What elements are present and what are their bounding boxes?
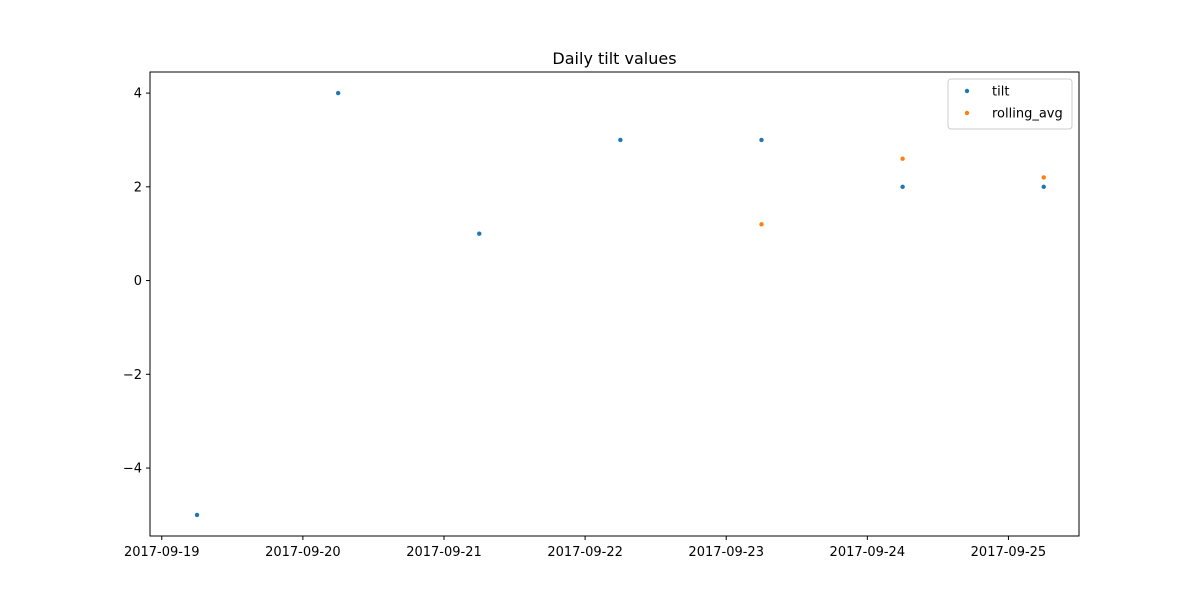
x-tick-label: 2017-09-24 — [830, 545, 906, 560]
data-points — [194, 90, 1046, 518]
x-tick-label: 2017-09-22 — [547, 545, 623, 560]
tick-layer: 2017-09-19 2017-09-20 2017-09-21 2017-09-22… — [123, 87, 1046, 560]
chart-title: Daily tilt values — [552, 49, 676, 68]
legend-label: rolling_avg — [992, 107, 1063, 122]
data-point-rolling-avg — [759, 222, 764, 227]
data-point-tilt — [618, 137, 623, 143]
x-tick-label: 2017-09-23 — [688, 545, 764, 560]
data-point-tilt — [194, 512, 200, 518]
data-point-tilt — [900, 184, 905, 190]
legend-marker — [964, 88, 970, 94]
data-point-tilt — [335, 90, 341, 96]
y-tick-label: −4 — [123, 462, 142, 477]
legend-label: tilt — [992, 85, 1009, 100]
data-point-rolling-avg — [1041, 175, 1046, 180]
y-tick-label: 2 — [134, 180, 142, 195]
x-tick-label: 2017-09-19 — [124, 545, 200, 560]
x-tick-label: 2017-09-21 — [406, 545, 482, 560]
data-point-tilt — [1041, 184, 1046, 190]
x-tick-label: 2017-09-25 — [971, 545, 1047, 560]
data-point-tilt — [477, 231, 482, 236]
y-tick-label: −2 — [123, 368, 142, 383]
legend-marker — [964, 110, 970, 116]
data-point-tilt — [759, 137, 764, 143]
y-tick-label: 0 — [134, 274, 142, 289]
data-point-rolling-avg — [900, 156, 905, 161]
y-tick-label: 4 — [134, 87, 142, 102]
legend: tilt rolling_avg — [947, 78, 1073, 130]
plot-area-frame — [149, 71, 1080, 537]
legend-box — [947, 78, 1073, 130]
x-tick-label: 2017-09-20 — [265, 545, 341, 560]
